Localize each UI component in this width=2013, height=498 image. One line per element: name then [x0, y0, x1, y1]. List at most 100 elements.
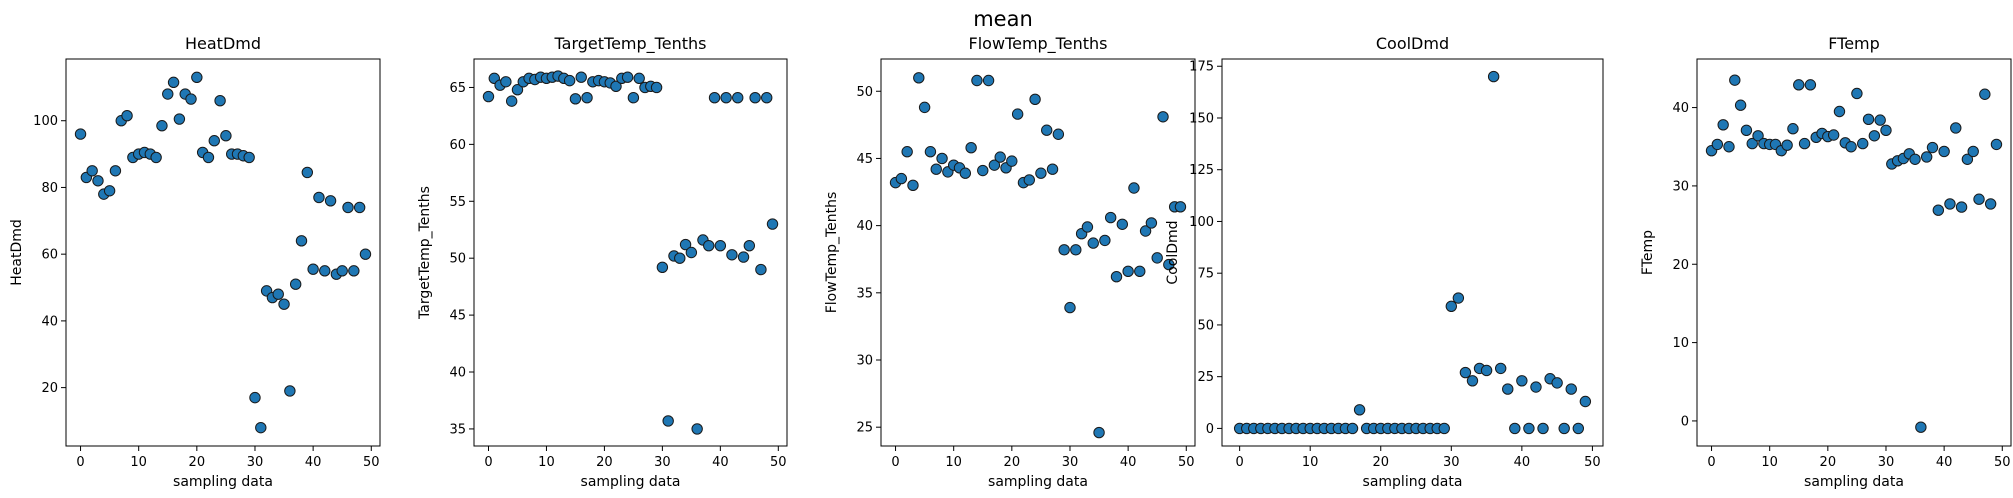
y-tick-label: 75 [1197, 267, 1214, 282]
data-point [255, 421, 267, 434]
data-point [319, 265, 331, 277]
y-tick-label: 45 [856, 152, 873, 167]
y-tick-label: 40 [41, 314, 58, 329]
data-point [1558, 422, 1570, 435]
data-point [1064, 301, 1076, 314]
y-tick-label: 25 [1197, 370, 1214, 385]
figure-suptitle: mean [973, 7, 1033, 31]
data-point [295, 235, 308, 247]
data-point [1502, 383, 1514, 395]
data-point [121, 110, 133, 122]
data-point [691, 423, 703, 435]
y-tick-label: 35 [856, 286, 873, 301]
data-point [714, 239, 727, 252]
subplot-4: CoolDmd sampling data CoolDmd 0 10 20 30 40 50 0 2… [1165, 34, 1604, 490]
data-point [336, 265, 348, 277]
data-point [74, 128, 87, 140]
x-tick-label: 10 [130, 455, 147, 470]
subplot-title: TargetTemp_Tenths [554, 34, 707, 54]
data-point [1857, 137, 1869, 150]
data-point [749, 92, 761, 104]
data-point [913, 72, 925, 84]
data-point [1572, 422, 1585, 435]
data-point [1565, 383, 1577, 395]
data-point [220, 130, 232, 142]
data-point [307, 263, 319, 275]
data-point [249, 391, 261, 404]
subplots: HeatDmd sampling data HeatDmd 0 10 20 30 40 50 20… [9, 34, 2012, 490]
data-point [766, 218, 779, 230]
data-point [679, 238, 692, 251]
x-tick-label: 20 [1372, 455, 1389, 470]
data-point [185, 93, 197, 105]
data-point [1029, 93, 1041, 106]
data-point [511, 84, 524, 96]
x-tick-label: 0 [1235, 455, 1243, 470]
y-tick-label: 100 [1189, 215, 1214, 230]
x-tick-label: 50 [770, 455, 787, 470]
data-point [1052, 128, 1065, 140]
x-tick-label: 20 [189, 455, 206, 470]
data-point [1973, 193, 1985, 205]
data-point [1537, 422, 1549, 435]
data-point [1729, 74, 1741, 86]
data-point [1868, 130, 1881, 142]
data-point [191, 71, 203, 84]
data-point [650, 81, 663, 94]
data-point [1487, 70, 1500, 83]
data-point [930, 163, 942, 175]
data-point [353, 201, 366, 214]
data-point [243, 151, 255, 164]
data-point [610, 80, 622, 93]
y-tick-label: 20 [1672, 258, 1689, 273]
data-point [1833, 105, 1846, 118]
data-point [278, 298, 290, 310]
x-tick-label: 50 [1178, 455, 1195, 470]
y-axis-label: CoolDmd [1165, 220, 1181, 284]
data-point [1827, 129, 1840, 141]
x-axis-label: sampling data [173, 474, 273, 490]
data-point [342, 201, 354, 214]
data-point [1938, 145, 1950, 158]
data-point [1011, 108, 1024, 120]
data-point [324, 195, 337, 207]
x-tick-label: 50 [1994, 455, 2011, 470]
data-point [162, 88, 174, 100]
axes-frame [473, 58, 788, 447]
subplot-title: CoolDmd [1376, 34, 1449, 53]
data-point [1157, 111, 1169, 123]
x-tick-label: 0 [76, 455, 84, 470]
x-tick-label: 40 [305, 455, 322, 470]
x-tick-label: 30 [1443, 455, 1460, 470]
data-point [1932, 204, 1945, 216]
data-point [977, 164, 989, 177]
data-point [1081, 221, 1094, 233]
y-tick-label: 40 [449, 366, 466, 381]
data-point [988, 159, 1001, 171]
data-point [674, 252, 686, 264]
x-tick-label: 40 [712, 455, 729, 470]
data-point [1523, 422, 1535, 435]
x-tick-label: 20 [596, 455, 613, 470]
data-point [1793, 79, 1805, 91]
data-point [1740, 124, 1753, 136]
y-tick-label: 55 [449, 195, 466, 210]
data-point [1046, 163, 1059, 175]
data-point [656, 261, 669, 273]
subplot-5: FTemp sampling data FTemp 0 10 20 30 40 50 0 10 20 3… [1640, 34, 2012, 490]
x-tick-label: 10 [945, 455, 962, 470]
data-point [1459, 366, 1472, 379]
data-point [1041, 124, 1053, 136]
y-tick-label: 60 [449, 138, 466, 153]
data-point [1466, 375, 1479, 387]
data-point [1104, 211, 1117, 224]
data-point [272, 288, 284, 300]
y-tick-label: 25 [856, 421, 873, 436]
data-point [685, 246, 698, 259]
data-point [936, 152, 948, 165]
data-point [1915, 421, 1927, 433]
data-point [1445, 300, 1458, 313]
x-tick-label: 10 [1761, 455, 1778, 470]
data-point [1781, 139, 1793, 151]
x-tick-label: 30 [247, 455, 264, 470]
